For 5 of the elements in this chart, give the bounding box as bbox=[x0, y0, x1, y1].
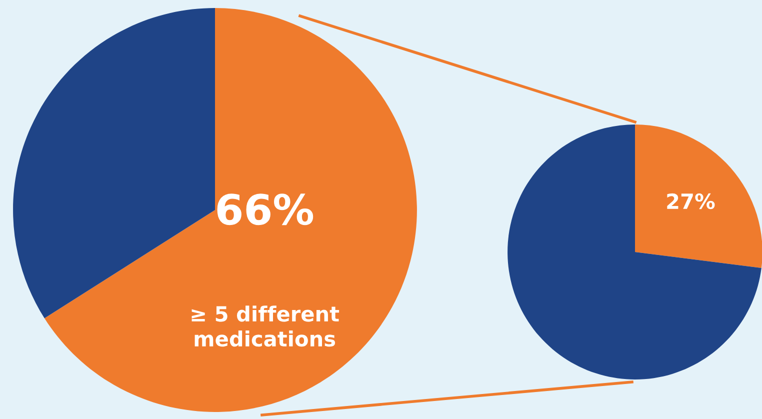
data-label: 27% bbox=[667, 193, 715, 210]
pie-slice bbox=[508, 124, 762, 380]
slice-label: ≥ 5 different medications bbox=[192, 306, 340, 347]
data-label: 66% bbox=[217, 194, 314, 226]
pie-slice bbox=[44, 8, 417, 412]
